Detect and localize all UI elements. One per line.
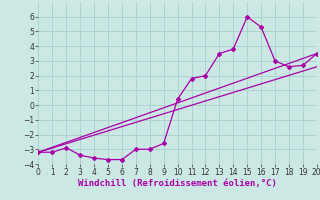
X-axis label: Windchill (Refroidissement éolien,°C): Windchill (Refroidissement éolien,°C)	[78, 179, 277, 188]
